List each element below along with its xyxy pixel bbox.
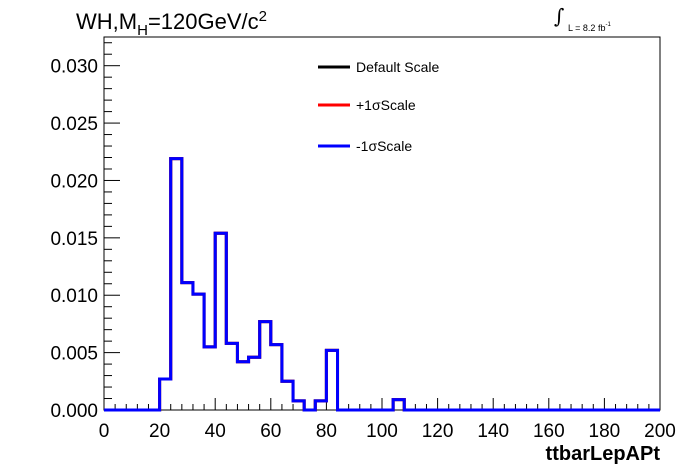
series-line-1 bbox=[104, 157, 660, 412]
legend-label: +1σScale bbox=[356, 97, 416, 113]
y-tick-label: 0.020 bbox=[50, 171, 98, 192]
title-subscript: H bbox=[137, 22, 148, 39]
x-tick-label: 120 bbox=[422, 421, 454, 442]
integral-symbol: ∫ bbox=[554, 4, 565, 28]
luminosity-text: L = 8.2 fb bbox=[568, 23, 606, 33]
plot-frame bbox=[103, 36, 661, 411]
y-tick-label: 0.010 bbox=[50, 286, 98, 307]
y-tick-label: 0.000 bbox=[50, 401, 98, 422]
y-tick-label: 0.005 bbox=[50, 344, 98, 365]
luminosity-superscript: -1 bbox=[605, 22, 611, 28]
series-line-2 bbox=[104, 157, 660, 412]
legend-label: Default Scale bbox=[356, 59, 439, 75]
title-main: =120GeV/c bbox=[147, 9, 259, 34]
title-prefix: WH,M bbox=[76, 9, 138, 34]
legend: Default Scale +1σScale -1σScale bbox=[318, 59, 439, 154]
y-tick-label: 0.025 bbox=[50, 114, 98, 135]
x-tick-label: 180 bbox=[589, 421, 621, 442]
x-tick-label: 160 bbox=[533, 421, 565, 442]
y-axis-ticks: 0.000 0.005 0.010 0.015 0.020 0.025 0.030 bbox=[50, 42, 120, 422]
x-tick-label: 20 bbox=[149, 421, 170, 442]
title-superscript: 2 bbox=[258, 8, 267, 25]
series-line-3 bbox=[104, 157, 660, 412]
y-tick-label: 0.015 bbox=[50, 229, 98, 250]
x-tick-label: 140 bbox=[477, 421, 509, 442]
x-axis-ticks: 0 20 40 60 80 100 120 140 160 180 200 bbox=[99, 398, 676, 442]
x-tick-label: 60 bbox=[260, 421, 281, 442]
y-tick-label: 0.030 bbox=[50, 57, 98, 78]
legend-label: -1σScale bbox=[356, 138, 412, 154]
x-tick-label: 0 bbox=[99, 421, 110, 442]
x-tick-label: 80 bbox=[316, 421, 337, 442]
x-axis-label: ttbarLepAPt bbox=[546, 443, 661, 465]
chart-title: WH,MH=120GeV/c2 bbox=[76, 8, 267, 39]
x-tick-label: 200 bbox=[644, 421, 676, 442]
series-layer bbox=[104, 157, 660, 412]
x-tick-label: 40 bbox=[205, 421, 226, 442]
x-tick-label: 100 bbox=[366, 421, 398, 442]
